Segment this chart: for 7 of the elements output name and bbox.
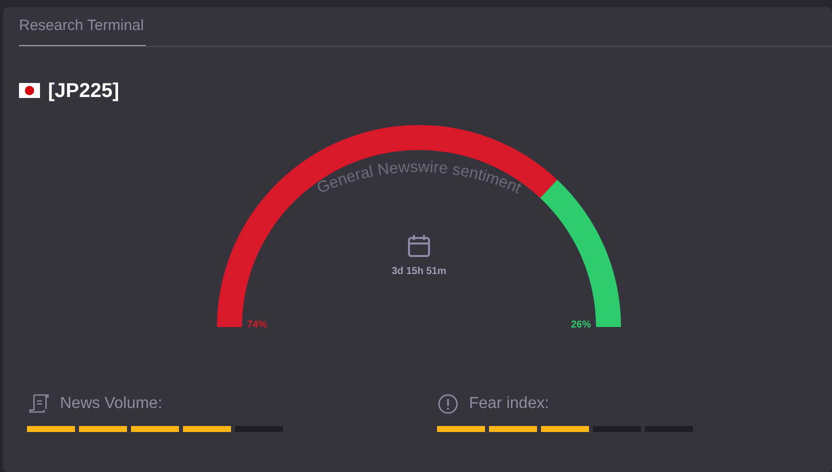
text: Research Terminal [19,12,146,46]
data-label: 74% [247,320,268,330]
data-label: 26% [570,320,592,330]
chart-title: [JP225] [48,79,120,103]
text: 3d 15h 51m [390,266,448,278]
chart-title: Fear index: [469,395,550,413]
chart-title: News Volume: [60,395,162,413]
